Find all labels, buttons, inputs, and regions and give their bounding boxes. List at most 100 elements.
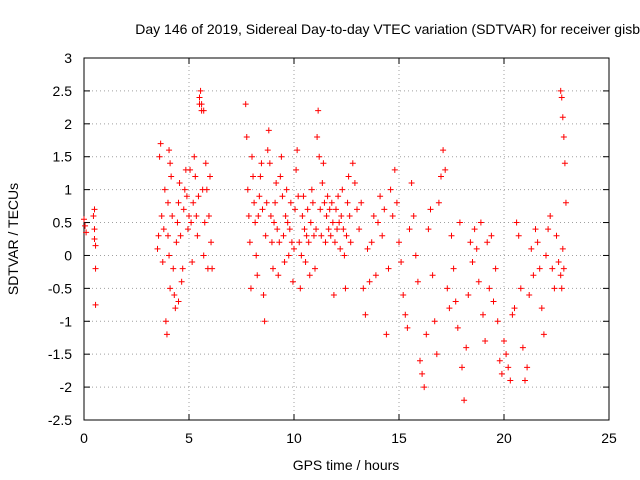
data-point [340, 226, 347, 233]
data-point [307, 219, 314, 226]
data-point [267, 212, 274, 219]
data-point [259, 206, 266, 213]
data-point [442, 166, 449, 173]
data-point [402, 311, 409, 318]
data-point [280, 232, 287, 239]
data-point [358, 199, 365, 206]
data-point [484, 239, 491, 246]
data-point [414, 278, 421, 285]
data-point [90, 212, 97, 219]
data-point [277, 173, 284, 180]
data-point [170, 265, 177, 272]
data-point [264, 147, 271, 154]
data-point [354, 206, 360, 213]
data-point [321, 199, 328, 206]
data-point [165, 232, 171, 239]
data-point [161, 186, 168, 193]
data-point [162, 318, 169, 325]
data-point [503, 351, 510, 358]
data-point [208, 239, 215, 246]
data-point [327, 232, 334, 239]
data-point [398, 259, 405, 266]
data-point [253, 252, 260, 259]
data-point [538, 305, 545, 312]
y-tick-label: 2 [64, 116, 72, 132]
data-point [385, 265, 392, 272]
data-point [293, 166, 300, 173]
data-point [421, 384, 428, 391]
data-point [492, 265, 499, 272]
data-point [387, 186, 394, 193]
data-point [379, 232, 386, 239]
data-point [501, 338, 507, 345]
data-point [522, 377, 528, 384]
data-point [272, 199, 279, 206]
data-point [304, 206, 311, 213]
data-point [301, 226, 308, 233]
x-tick-label: 0 [80, 430, 88, 446]
y-axis-label: SDTVAR / TECUs [5, 183, 21, 295]
data-point [163, 331, 170, 338]
data-point [372, 272, 379, 279]
data-point [505, 364, 512, 371]
data-point [551, 285, 558, 292]
y-tick-label: 1.5 [53, 149, 73, 165]
data-point [288, 239, 295, 246]
plot-frame [83, 57, 610, 421]
data-point [391, 166, 398, 173]
data-point [282, 212, 289, 219]
data-point [262, 232, 269, 239]
data-point [194, 232, 201, 239]
y-tick-label: -1.5 [48, 346, 72, 362]
data-point [156, 153, 163, 160]
y-tick-label: -2 [60, 379, 73, 395]
data-point [265, 127, 272, 134]
data-point [519, 344, 526, 351]
data-point [326, 206, 333, 213]
data-point [189, 259, 196, 266]
data-point [509, 311, 516, 318]
data-point [423, 331, 430, 338]
data-point [155, 232, 162, 239]
data-point [165, 199, 171, 206]
data-point [463, 344, 470, 351]
data-point [244, 186, 251, 193]
data-point [250, 173, 257, 180]
data-point [159, 259, 166, 266]
data-point [258, 160, 265, 167]
data-point [377, 193, 384, 200]
data-point [477, 219, 484, 226]
data-point [309, 199, 316, 206]
data-point [306, 272, 313, 279]
data-point [91, 206, 98, 213]
data-point [511, 305, 518, 312]
data-point [448, 232, 455, 239]
data-point [528, 245, 535, 252]
data-point [273, 180, 280, 187]
data-point [154, 245, 161, 252]
data-point [393, 199, 400, 206]
data-point [433, 351, 440, 358]
data-point [283, 186, 290, 193]
data-point [435, 199, 442, 206]
data-point [381, 206, 388, 213]
data-point [536, 265, 543, 272]
data-point [167, 160, 174, 167]
x-tick-label: 5 [185, 430, 193, 446]
x-tick-label: 25 [601, 430, 617, 446]
data-point [335, 193, 342, 200]
data-point [308, 186, 315, 193]
data-point [325, 226, 332, 233]
data-point [260, 291, 267, 298]
data-point [92, 265, 99, 272]
data-point [305, 239, 312, 246]
y-tick-label: 0 [64, 247, 72, 263]
y-tick-label: -0.5 [48, 280, 72, 296]
data-point [324, 193, 331, 200]
data-point [498, 370, 505, 377]
x-tick-label: 20 [496, 430, 512, 446]
data-point [268, 239, 275, 246]
data-point [482, 338, 489, 345]
data-point [561, 160, 568, 167]
